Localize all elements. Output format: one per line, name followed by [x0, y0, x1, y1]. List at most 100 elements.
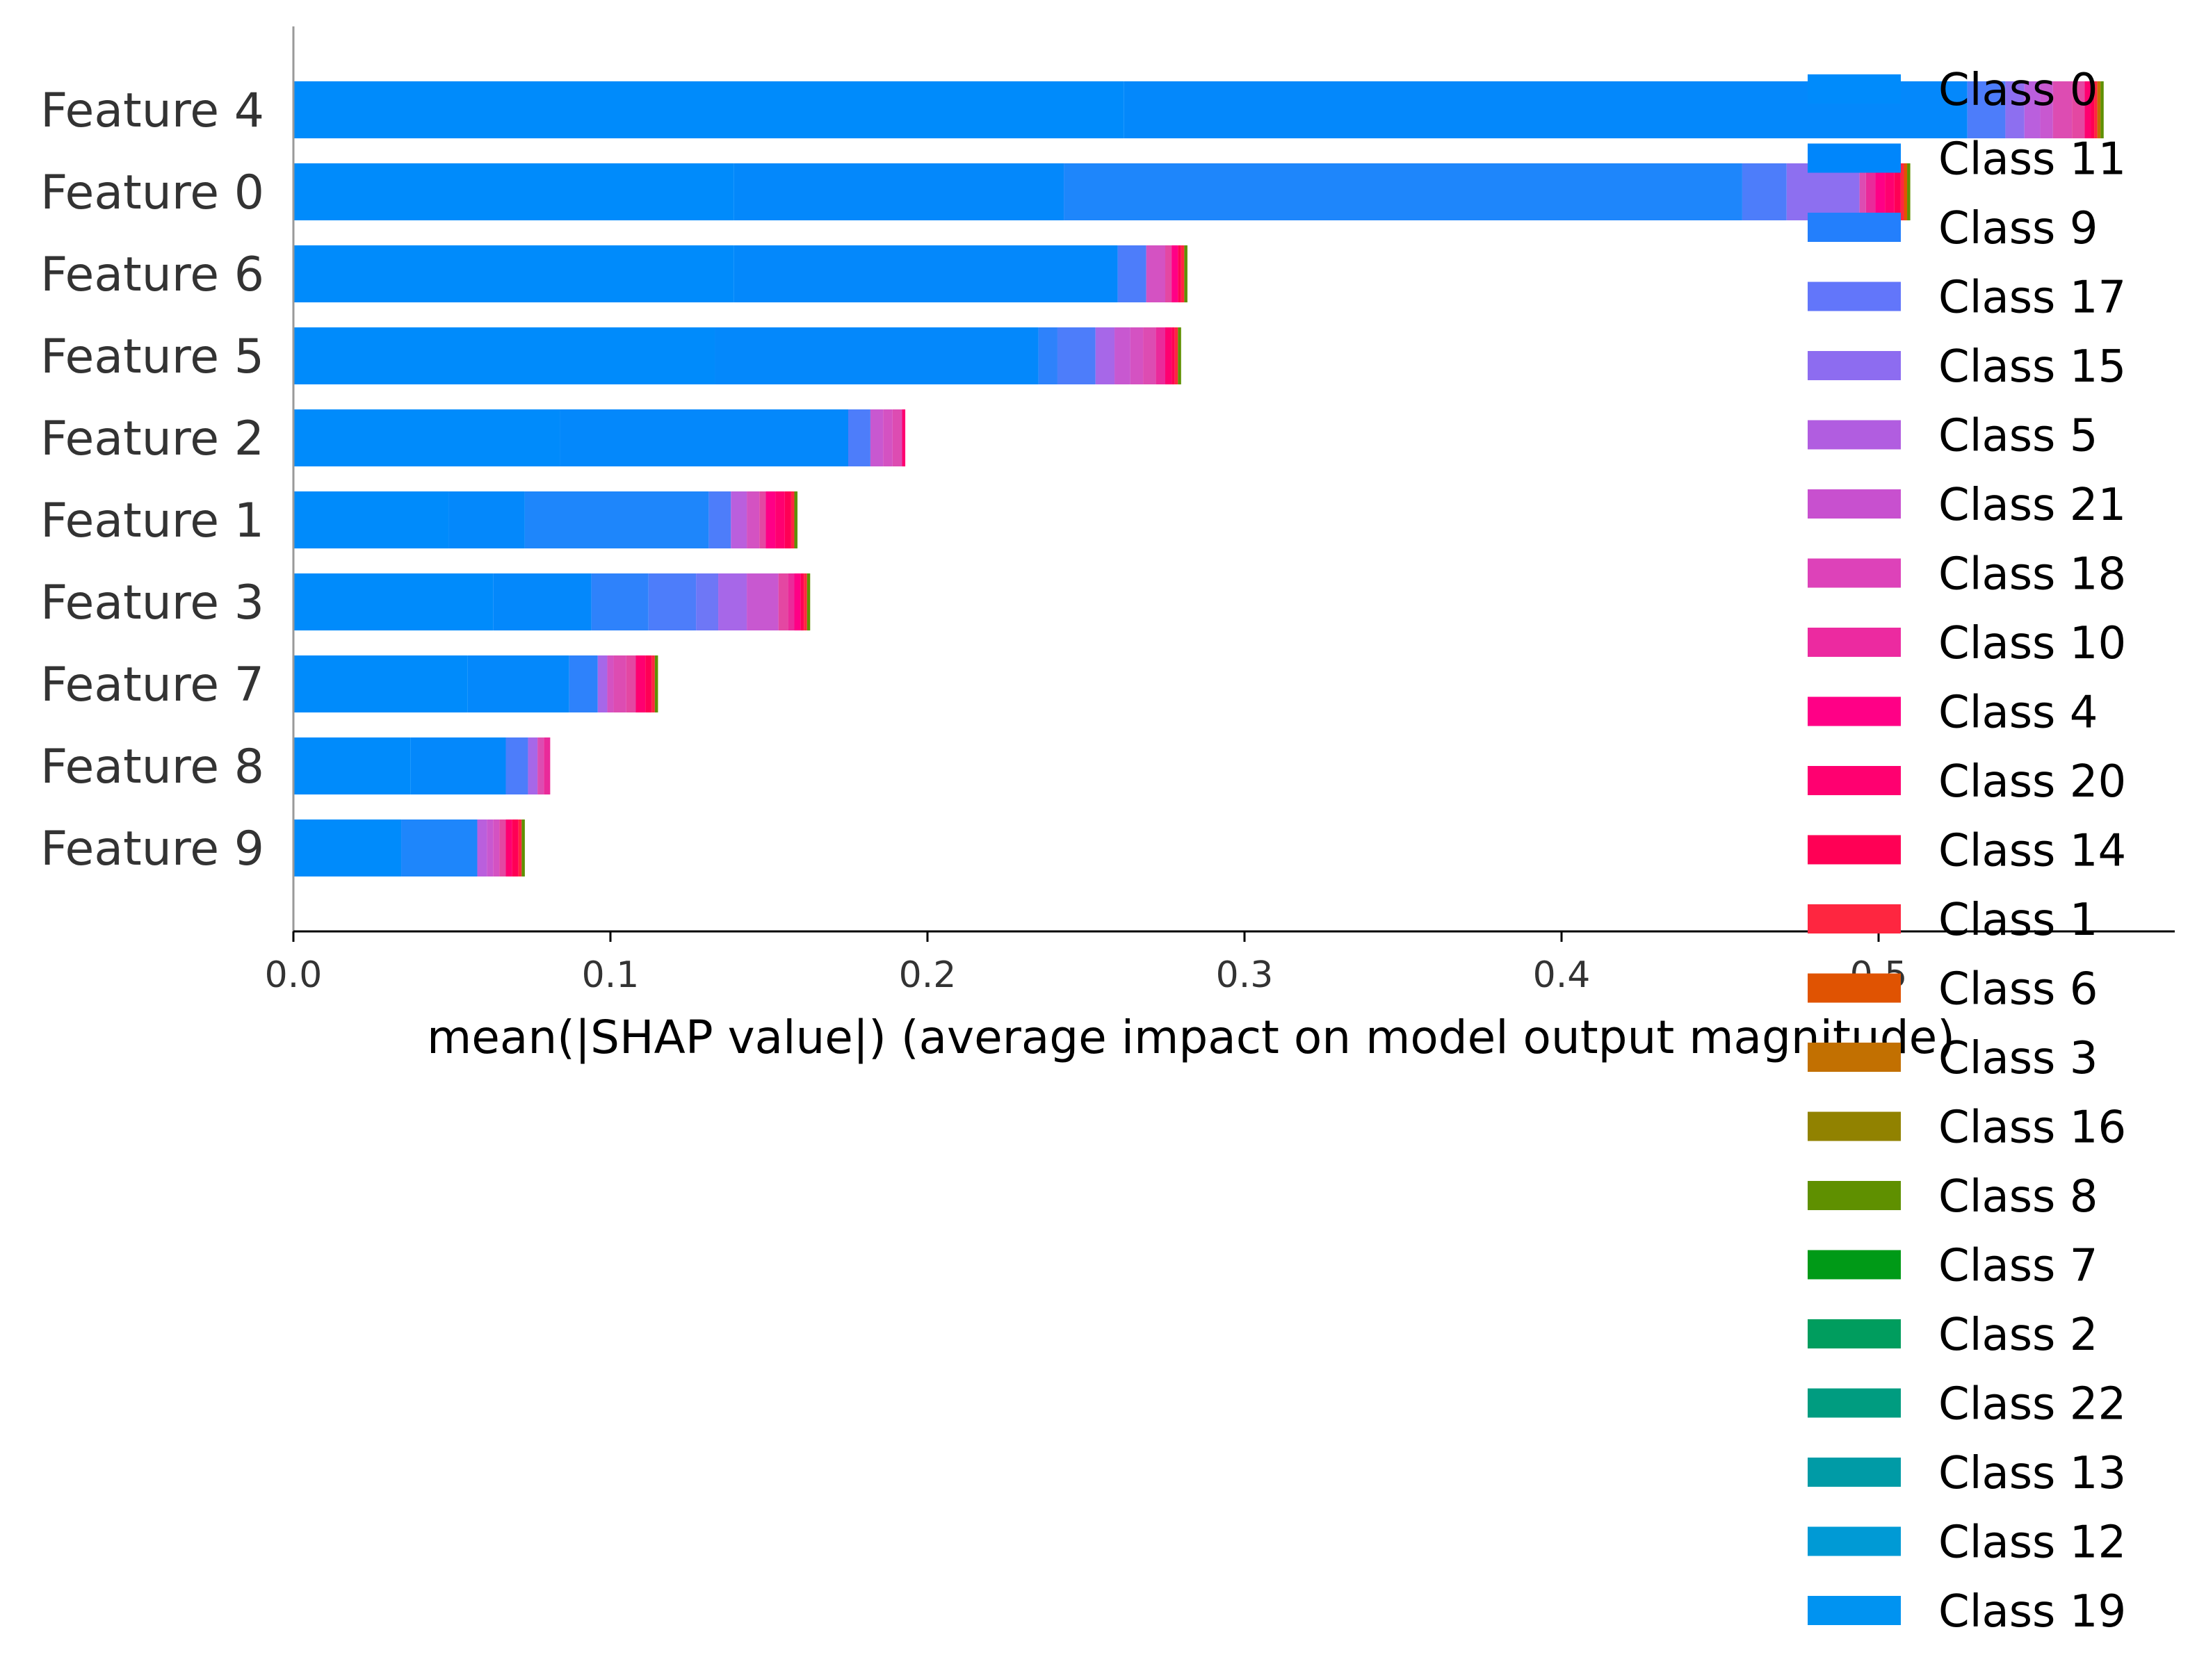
bar-segment-feature-7-class-18 — [597, 655, 608, 712]
legend-swatch — [1808, 282, 1901, 311]
y-tick-label: Feature 3 — [40, 576, 264, 630]
bar-segment-feature-3-class-12 — [806, 573, 811, 630]
bar-segment-feature-0-class-15 — [1742, 163, 1787, 220]
y-tick-label: Feature 7 — [40, 658, 264, 712]
y-tick-label: Feature 8 — [40, 740, 264, 794]
bar-segment-feature-3-class-0 — [293, 573, 494, 630]
legend-label: Class 22 — [1938, 1379, 2126, 1430]
bar-segment-feature-0-class-2 — [1904, 163, 1908, 220]
bar-segment-feature-6-class-11 — [733, 245, 1118, 302]
bar-segment-feature-0-class-7 — [1900, 163, 1904, 220]
bar-segment-feature-3-class-11 — [493, 573, 592, 630]
bar-segment-feature-5-class-20 — [1130, 327, 1144, 384]
legend-swatch — [1808, 1181, 1901, 1210]
legend-label: Class 13 — [1938, 1448, 2126, 1499]
bar-segment-feature-5-class-6 — [1156, 327, 1165, 384]
bar-segment-feature-4-class-14 — [2052, 81, 2073, 138]
bar-segment-feature-3-class-4 — [747, 573, 779, 630]
bar-segment-feature-3-class-3 — [794, 573, 801, 630]
bar-segment-feature-3-class-1 — [778, 573, 788, 630]
bar-segment-feature-5-class-15 — [1057, 327, 1096, 384]
bar-segment-feature-1-class-8 — [784, 491, 791, 548]
bar-segment-feature-9-class-20 — [493, 819, 500, 876]
bar-segment-feature-9-class-4 — [487, 819, 494, 876]
bar-segment-feature-7-class-12 — [654, 655, 658, 712]
legend-label: Class 9 — [1938, 203, 2098, 254]
bar-segment-feature-4-class-8 — [2091, 81, 2095, 138]
bar-segment-feature-5-class-0 — [293, 327, 715, 384]
bar-segment-feature-2-class-16 — [902, 409, 906, 466]
bar-segment-feature-2-class-4 — [870, 409, 884, 466]
bar-segment-feature-5-class-17 — [1038, 327, 1057, 384]
legend-swatch — [1808, 904, 1901, 933]
y-tick-label: Feature 0 — [40, 165, 264, 220]
bar-segment-feature-9-class-7 — [518, 819, 522, 876]
bar-segment-feature-5-class-14 — [1143, 327, 1156, 384]
legend-swatch — [1808, 1596, 1901, 1625]
y-tick-label: Feature 1 — [40, 494, 264, 548]
bar-segment-feature-8-class-15 — [505, 737, 528, 794]
bar-segment-feature-4-class-15 — [1967, 81, 2006, 138]
legend-swatch — [1808, 1319, 1901, 1348]
bar-segment-feature-7-class-11 — [467, 655, 569, 712]
legend-swatch — [1808, 1388, 1901, 1418]
bar-segment-feature-4-class-12 — [2100, 81, 2104, 138]
bar-segment-feature-1-class-11 — [448, 491, 525, 548]
legend-label: Class 15 — [1938, 341, 2126, 393]
bar-segment-feature-0-class-6 — [1865, 163, 1876, 220]
x-tick-label: 0.3 — [1216, 954, 1274, 996]
legend-swatch — [1808, 351, 1901, 380]
y-tick-label: Feature 6 — [40, 247, 264, 302]
bar-segment-feature-7-class-20 — [607, 655, 614, 712]
bar-segment-feature-6-class-0 — [293, 245, 734, 302]
bar-segment-feature-1-class-1 — [759, 491, 766, 548]
bar-segment-feature-4-class-16 — [2084, 81, 2091, 138]
legend-swatch — [1808, 1458, 1901, 1487]
bar-segment-feature-0-class-0 — [293, 163, 734, 220]
legend-label: Class 18 — [1938, 549, 2126, 601]
bar-segment-feature-0-class-11 — [733, 163, 1064, 220]
x-tick-label: 0.4 — [1533, 954, 1591, 996]
legend-label: Class 3 — [1938, 1033, 2098, 1084]
y-tick-label: Feature 9 — [40, 822, 264, 876]
bar-segment-feature-2-class-11 — [560, 409, 848, 466]
bar-segment-feature-4-class-22 — [2097, 81, 2101, 138]
bar-segment-feature-4-class-21 — [2005, 81, 2025, 138]
legend-label: Class 19 — [1938, 1586, 2126, 1638]
bar-segment-feature-7-class-17 — [569, 655, 598, 712]
legend-label: Class 5 — [1938, 411, 2098, 462]
bar-segment-feature-8-class-11 — [410, 737, 506, 794]
bar-segment-feature-7-class-14 — [613, 655, 626, 712]
bar-segment-feature-8-class-18 — [528, 737, 538, 794]
bar-segment-feature-1-class-3 — [765, 491, 776, 548]
legend-swatch — [1808, 558, 1901, 588]
bar-segment-feature-4-class-7 — [2094, 81, 2098, 138]
legend-swatch — [1808, 835, 1901, 865]
x-tick-group: 0.00.10.20.30.40.5 — [265, 931, 1907, 996]
y-tick-label: Feature 5 — [40, 329, 264, 384]
legend-label: Class 0 — [1938, 65, 2098, 116]
bar-segment-feature-8-class-14 — [537, 737, 544, 794]
bar-segment-feature-3-class-5 — [696, 573, 719, 630]
bar-segment-feature-5-class-7 — [1174, 327, 1178, 384]
bar-segment-feature-8-class-6 — [544, 737, 551, 794]
bar-segment-feature-4-class-0 — [293, 81, 1124, 138]
x-tick-label: 0.2 — [899, 954, 957, 996]
legend-label: Class 10 — [1938, 618, 2126, 669]
legend-swatch — [1808, 766, 1901, 795]
bar-segment-feature-9-class-8 — [512, 819, 519, 876]
bar-segment-feature-6-class-7 — [1181, 245, 1185, 302]
bar-segment-feature-3-class-7 — [804, 573, 807, 630]
bar-segment-feature-9-class-9 — [401, 819, 478, 876]
bar-segment-feature-1-class-7 — [791, 491, 795, 548]
bar-segment-feature-1-class-20 — [747, 491, 760, 548]
legend-label: Class 14 — [1938, 826, 2126, 877]
legend-label: Class 6 — [1938, 964, 2098, 1016]
legend-swatch — [1808, 74, 1901, 104]
bar-segment-feature-6-class-1 — [1165, 245, 1172, 302]
bar-segment-feature-5-class-12 — [1178, 327, 1181, 384]
bar-segment-feature-7-class-8 — [645, 655, 652, 712]
bar-stack-group — [293, 81, 2104, 876]
bar-segment-feature-6-class-3 — [1172, 245, 1178, 302]
